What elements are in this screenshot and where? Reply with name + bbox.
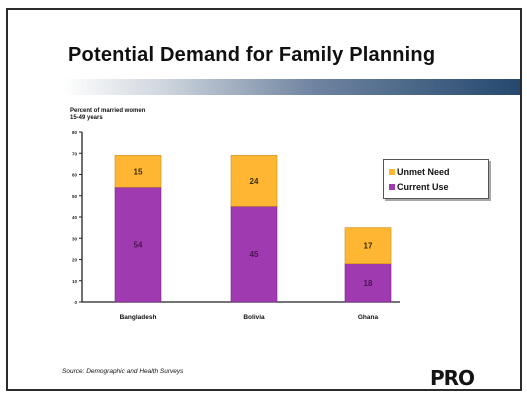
- data-label-current-use-bolivia: 45: [250, 250, 259, 259]
- data-label-current-use-bangladesh: 54: [134, 241, 143, 250]
- data-label-current-use-ghana: 18: [364, 279, 373, 288]
- data-label-unmet-need-bolivia: 24: [250, 177, 259, 186]
- category-label-bolivia: Bolivia: [243, 314, 265, 321]
- chart-title: Potential Demand for Family Planning: [68, 44, 436, 66]
- pro-logo: PRO: [430, 366, 475, 390]
- legend-item-unmet-need: Unmet Need: [389, 164, 488, 179]
- data-label-unmet-need-ghana: 17: [364, 242, 373, 251]
- legend-item-current-use: Current Use: [389, 179, 488, 194]
- data-label-unmet-need-bangladesh: 15: [134, 167, 143, 176]
- bar-unmet-need-bolivia: [230, 155, 278, 207]
- legend-swatch-unmet-need: [389, 168, 395, 175]
- chart-legend: Unmet Need Current Use: [383, 159, 489, 199]
- legend-label-unmet-need: Unmet Need: [397, 166, 450, 177]
- y-tick-label-20: 20: [72, 258, 78, 263]
- y-tick-label-70: 70: [72, 151, 78, 156]
- legend-label-current-use: Current Use: [397, 181, 449, 192]
- y-tick-label-50: 50: [72, 194, 78, 199]
- y-tick-label-0: 0: [74, 300, 77, 305]
- y-axis-label: Percent of married women 15-49 years: [70, 108, 220, 122]
- y-axis-label-line-1: Percent of married women: [70, 108, 146, 114]
- chart-bars: [114, 155, 392, 303]
- y-tick-label-40: 40: [72, 215, 78, 220]
- legend-swatch-current-use: [389, 183, 395, 190]
- title-gradient-bar: [62, 79, 520, 95]
- y-tick-label-30: 30: [72, 236, 78, 241]
- bar-current-use-ghana: [344, 263, 392, 303]
- bar-current-use-bolivia: [230, 206, 278, 303]
- y-tick-label-80: 80: [72, 130, 78, 135]
- category-label-bangladesh: Bangladesh: [120, 314, 157, 321]
- bar-unmet-need-bangladesh: [114, 155, 162, 188]
- y-axis-label-line-2: 15-49 years: [70, 115, 103, 121]
- source-note: Source: Demographic and Health Surveys: [62, 368, 184, 375]
- y-tick-label-10: 10: [72, 279, 78, 284]
- chart-labels: 54 15 Bangladesh 45 24 Bolivia 18 17 Ghana: [120, 167, 379, 321]
- y-tick-label-60: 60: [72, 173, 78, 178]
- bar-unmet-need-ghana: [344, 227, 392, 265]
- category-label-ghana: Ghana: [358, 314, 379, 321]
